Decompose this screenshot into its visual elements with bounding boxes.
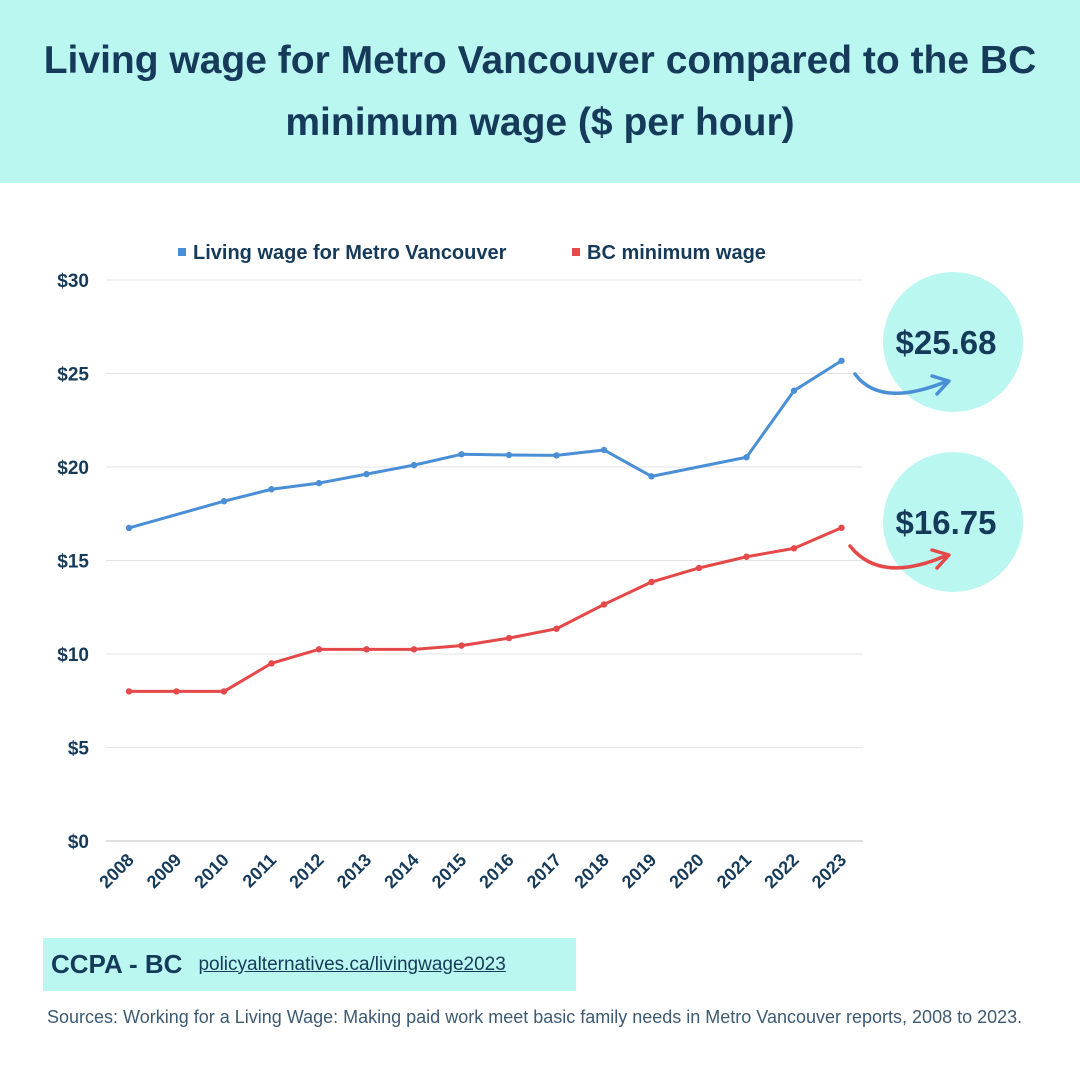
- y-tick-label: $0: [68, 832, 89, 853]
- minimum-wage-point: [743, 553, 750, 560]
- y-tick-label: $15: [57, 552, 89, 573]
- living-wage-point: [743, 454, 750, 461]
- y-tick-label: $20: [57, 458, 89, 479]
- page-title: Living wage for Metro Vancouver compared…: [43, 38, 1037, 144]
- minimum-wage-point: [268, 660, 275, 667]
- minimum-wage-point: [220, 688, 228, 695]
- living-wage-point: [410, 461, 418, 469]
- callout-value-minimum: $16.75: [896, 504, 997, 541]
- minimum-wage-point: [695, 564, 703, 572]
- minimum-wage-point: [173, 688, 180, 695]
- y-tick-label: $25: [57, 365, 89, 386]
- living-wage-point: [600, 446, 608, 454]
- legend-swatch-living: [178, 248, 186, 256]
- x-tick-label: 2019: [618, 850, 660, 892]
- x-tick-label: 2018: [570, 850, 612, 892]
- callout-bubble-minimum: [883, 452, 1023, 592]
- minimum-wage-line: [129, 526, 843, 693]
- y-tick-label: $30: [57, 271, 89, 292]
- x-tick-label: 2021: [713, 850, 755, 892]
- callout-arrowhead-minimum: [930, 548, 951, 570]
- x-tick-label: 2015: [428, 850, 470, 892]
- living-wage-point: [458, 451, 465, 458]
- y-tick-label: $10: [57, 645, 89, 666]
- callout-arrow-living: [853, 372, 947, 395]
- minimum-wage-point: [838, 524, 845, 531]
- living-wage-point: [363, 470, 370, 478]
- callout-arrowhead-living: [930, 374, 951, 396]
- minimum-wage-point: [315, 646, 323, 653]
- minimum-wage-point: [125, 688, 133, 695]
- x-tick-label: 2022: [760, 850, 802, 892]
- living-wage-point: [268, 486, 275, 493]
- minimum-wage-point: [410, 646, 418, 653]
- minimum-wage-point: [458, 642, 465, 649]
- living-wage-point: [505, 451, 513, 459]
- source-badge: CCPA - BC policyalternatives.ca/livingwa…: [43, 938, 576, 991]
- minimum-wage-point: [505, 634, 513, 642]
- x-tick-label: 2017: [523, 850, 565, 892]
- callout-bubble-living: [883, 272, 1023, 412]
- x-tick-label: 2014: [380, 850, 422, 892]
- y-tick-label: $5: [68, 739, 90, 760]
- x-tick-label: 2009: [143, 850, 185, 892]
- x-tick-label: 2016: [475, 850, 517, 892]
- legend-swatch-minimum: [572, 248, 580, 256]
- living-wage-point: [553, 452, 560, 459]
- legend-label-living: Living wage for Metro Vancouver: [193, 242, 507, 264]
- callout-value-living: $25.68: [896, 324, 997, 361]
- living-wage-point: [790, 387, 798, 394]
- living-wage-point: [648, 473, 655, 480]
- x-tick-label: 2023: [808, 850, 850, 892]
- x-tick-label: 2013: [333, 850, 375, 892]
- title-banner: Living wage for Metro Vancouver compared…: [0, 0, 1080, 183]
- minimum-wage-point: [648, 578, 655, 586]
- sources-note: Sources: Working for a Living Wage: Maki…: [47, 1007, 1023, 1027]
- x-tick-label: 2012: [285, 850, 327, 892]
- minimum-wage-point: [600, 601, 608, 608]
- minimum-wage-point: [363, 646, 370, 653]
- living-wage-point: [838, 357, 845, 364]
- living-wage-line: [128, 359, 843, 530]
- callout-arrow-minimum: [848, 544, 947, 570]
- minimum-wage-point: [790, 545, 798, 552]
- legend-label-minimum: BC minimum wage: [587, 242, 766, 264]
- x-tick-label: 2008: [95, 850, 137, 892]
- living-wage-point: [220, 498, 228, 505]
- living-wage-point: [125, 524, 133, 532]
- source-link[interactable]: policyalternatives.ca/livingwage2023: [198, 953, 506, 975]
- org-name: CCPA - BC: [51, 949, 183, 979]
- living-wage-point: [315, 479, 323, 487]
- x-tick-label: 2011: [239, 850, 281, 892]
- minimum-wage-point: [553, 625, 560, 632]
- x-tick-label: 2020: [665, 850, 707, 892]
- x-tick-label: 2010: [190, 850, 232, 892]
